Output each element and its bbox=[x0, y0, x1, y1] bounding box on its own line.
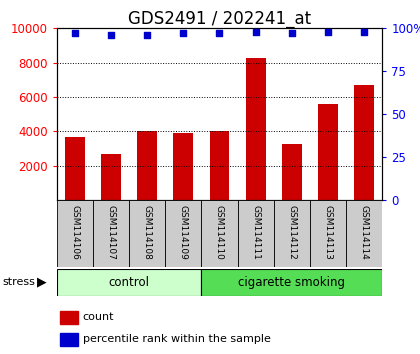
Bar bbox=[210, 131, 229, 200]
Text: stress: stress bbox=[2, 277, 35, 287]
Point bbox=[252, 29, 259, 35]
Bar bbox=[282, 144, 302, 200]
Text: control: control bbox=[108, 276, 150, 289]
Bar bbox=[57, 269, 201, 296]
Bar bbox=[165, 200, 201, 267]
Title: GDS2491 / 202241_at: GDS2491 / 202241_at bbox=[128, 10, 311, 28]
Bar bbox=[65, 137, 85, 200]
Bar bbox=[129, 200, 165, 267]
Text: percentile rank within the sample: percentile rank within the sample bbox=[83, 335, 270, 344]
Text: GSM114111: GSM114111 bbox=[251, 205, 260, 260]
Text: cigarette smoking: cigarette smoking bbox=[238, 276, 345, 289]
Bar bbox=[238, 200, 274, 267]
Point bbox=[144, 32, 150, 38]
Point bbox=[108, 32, 114, 38]
Text: GSM114109: GSM114109 bbox=[179, 205, 188, 260]
Point bbox=[361, 29, 368, 35]
Point bbox=[71, 31, 78, 36]
Bar bbox=[354, 85, 374, 200]
Text: GSM114108: GSM114108 bbox=[143, 205, 152, 260]
Bar bbox=[101, 154, 121, 200]
Text: GSM114113: GSM114113 bbox=[323, 205, 333, 260]
Bar bbox=[60, 333, 78, 346]
Text: GSM114110: GSM114110 bbox=[215, 205, 224, 260]
Bar bbox=[57, 200, 93, 267]
Point bbox=[216, 31, 223, 36]
Text: GSM114114: GSM114114 bbox=[360, 205, 369, 260]
Bar bbox=[246, 57, 265, 200]
Bar bbox=[318, 104, 338, 200]
Text: GSM114106: GSM114106 bbox=[70, 205, 79, 260]
Bar bbox=[93, 200, 129, 267]
Bar bbox=[173, 133, 193, 200]
Bar bbox=[60, 311, 78, 324]
Text: GSM114107: GSM114107 bbox=[106, 205, 116, 260]
Text: GSM114112: GSM114112 bbox=[287, 205, 296, 260]
Bar bbox=[274, 200, 310, 267]
Bar bbox=[137, 131, 157, 200]
Bar bbox=[201, 200, 238, 267]
Point bbox=[325, 29, 331, 35]
Text: ▶: ▶ bbox=[37, 276, 47, 289]
Point bbox=[180, 31, 186, 36]
Bar bbox=[201, 269, 382, 296]
Bar bbox=[310, 200, 346, 267]
Text: count: count bbox=[83, 312, 114, 322]
Bar bbox=[346, 200, 382, 267]
Point bbox=[289, 31, 295, 36]
